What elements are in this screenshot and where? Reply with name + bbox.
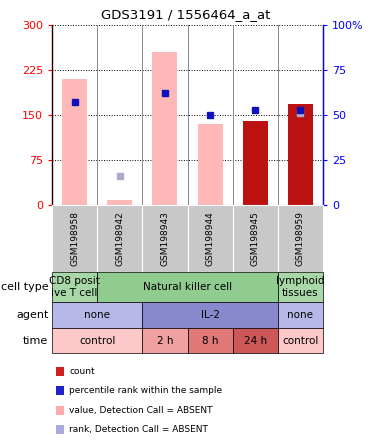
Bar — [107, 200, 132, 205]
Text: GSM198943: GSM198943 — [160, 211, 170, 266]
Text: 24 h: 24 h — [244, 336, 267, 345]
Text: control: control — [282, 336, 319, 345]
Text: Natural killer cell: Natural killer cell — [143, 282, 232, 292]
Text: GSM198944: GSM198944 — [206, 211, 214, 266]
Bar — [152, 52, 177, 205]
Text: time: time — [23, 336, 48, 345]
Text: GDS3191 / 1556464_a_at: GDS3191 / 1556464_a_at — [101, 8, 270, 21]
Text: GSM198958: GSM198958 — [70, 211, 79, 266]
Text: CD8 posit
ive T cell: CD8 posit ive T cell — [49, 276, 100, 298]
Text: GSM198945: GSM198945 — [251, 211, 260, 266]
Bar — [243, 122, 267, 205]
Text: 2 h: 2 h — [157, 336, 173, 345]
Text: IL-2: IL-2 — [201, 310, 220, 320]
Text: percentile rank within the sample: percentile rank within the sample — [69, 386, 223, 395]
Bar — [62, 79, 87, 205]
Text: none: none — [84, 310, 110, 320]
Text: rank, Detection Call = ABSENT: rank, Detection Call = ABSENT — [69, 425, 208, 434]
Text: cell type: cell type — [1, 282, 48, 292]
Text: lymphoid
tissues: lymphoid tissues — [276, 276, 325, 298]
Text: GSM198942: GSM198942 — [115, 211, 124, 266]
Text: GSM198959: GSM198959 — [296, 211, 305, 266]
Bar — [243, 121, 267, 205]
Bar — [288, 104, 313, 205]
Text: count: count — [69, 367, 95, 376]
Text: agent: agent — [16, 310, 48, 320]
Text: none: none — [288, 310, 313, 320]
Text: value, Detection Call = ABSENT: value, Detection Call = ABSENT — [69, 406, 213, 415]
Bar — [198, 124, 223, 205]
Text: control: control — [79, 336, 115, 345]
Text: 8 h: 8 h — [202, 336, 218, 345]
